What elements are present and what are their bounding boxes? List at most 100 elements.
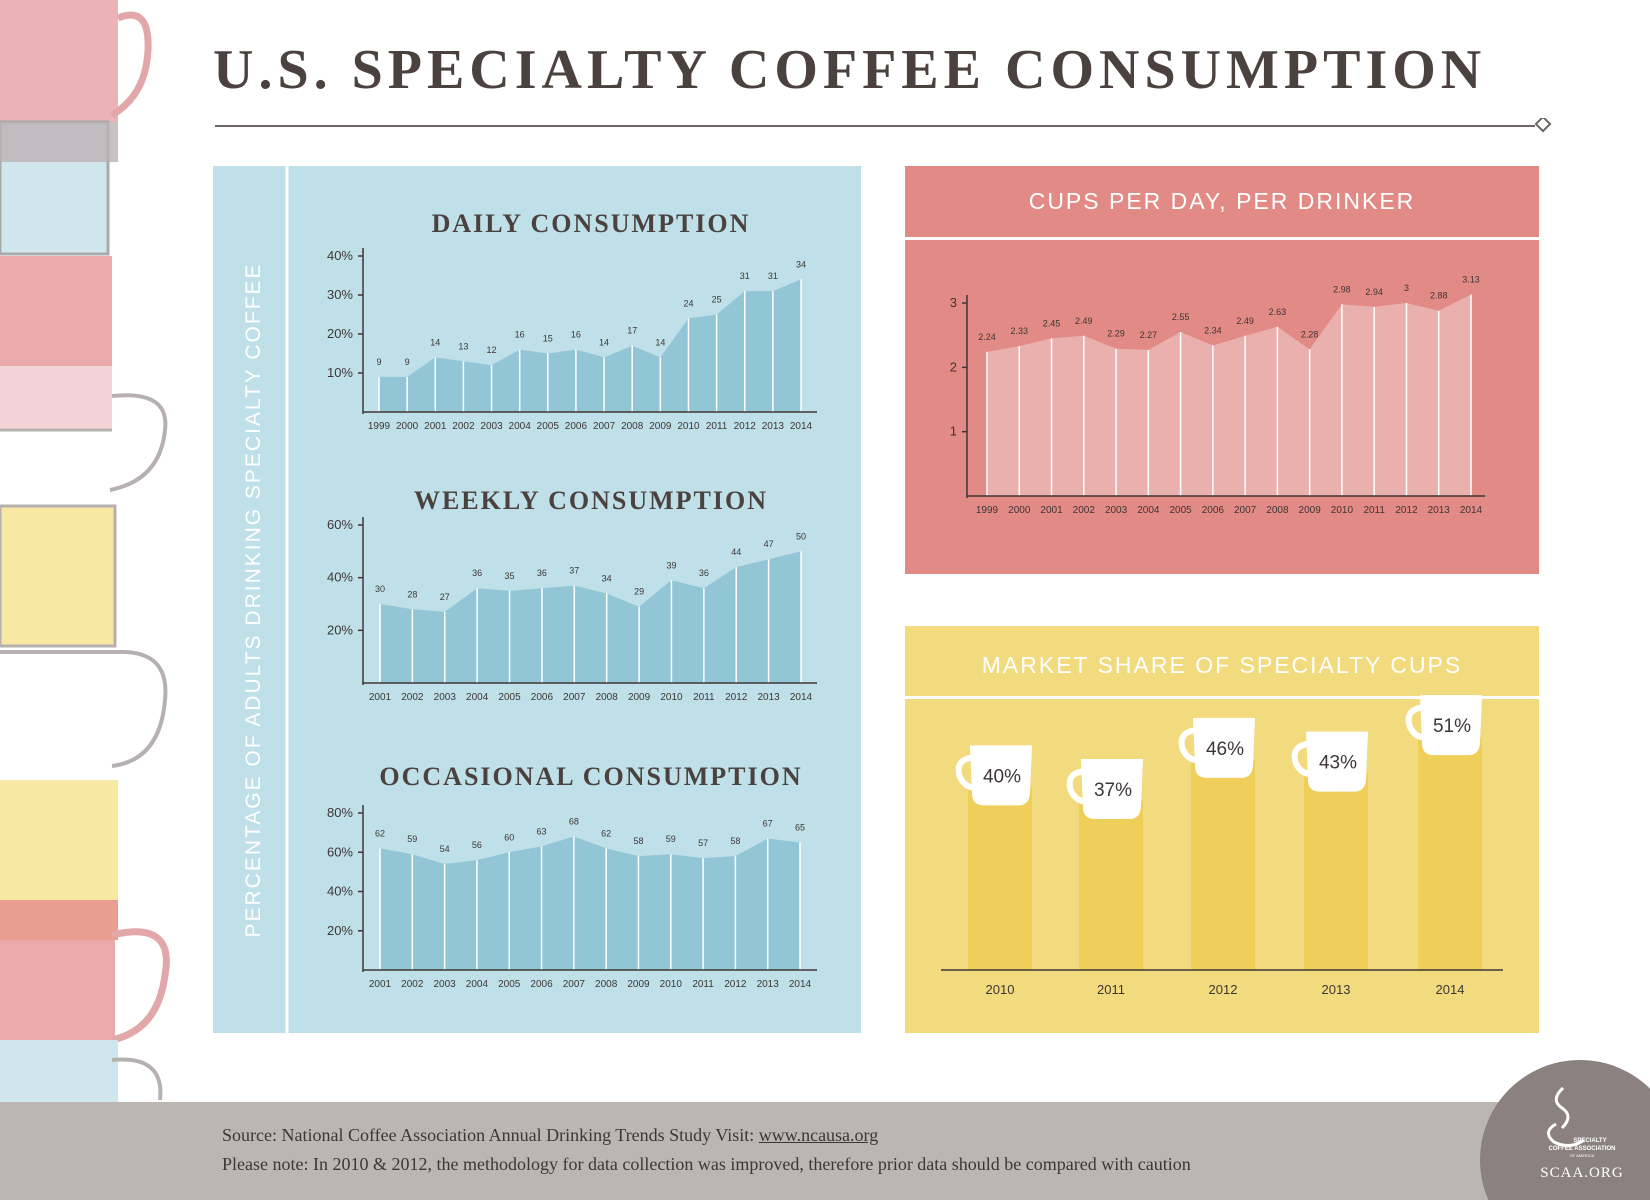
y-tick-label: 3 — [950, 295, 957, 310]
x-tick-label: 2010 — [986, 982, 1015, 997]
x-tick-label: 2004 — [466, 979, 489, 990]
x-tick-label: 2007 — [1234, 505, 1257, 516]
data-label: 57 — [698, 838, 708, 848]
x-tick-label: 2014 — [1436, 982, 1465, 997]
ncausa-link[interactable]: www.ncausa.org — [758, 1125, 879, 1145]
x-tick-label: 2003 — [1105, 505, 1128, 516]
data-label: 3 — [1404, 283, 1409, 293]
x-tick-label: 2011 — [693, 692, 715, 703]
x-tick-label: 2005 — [537, 421, 560, 432]
x-tick-label: 2013 — [762, 421, 785, 432]
chart-title: OCCASIONAL CONSUMPTION — [379, 762, 802, 791]
y-tick-label: 60% — [327, 517, 353, 532]
x-tick-label: 2014 — [789, 979, 812, 990]
data-label: 60 — [504, 832, 514, 842]
footer: Source: National Coffee Association Annu… — [0, 1102, 1650, 1200]
market-share-label: 46% — [1206, 739, 1244, 760]
data-label: 31 — [740, 271, 750, 281]
market-share-bar-group: 37% 2011 — [1066, 759, 1143, 997]
source-line: Source: National Coffee Association Annu… — [222, 1125, 878, 1146]
adults-drinking-panel: PERCENTAGE OF ADULTS DRINKING SPECIALTY … — [213, 166, 861, 1033]
market-share-label: 40% — [983, 766, 1021, 787]
x-tick-label: 2006 — [1202, 505, 1225, 516]
panel-divider — [905, 237, 1539, 240]
cups-per-day-panel: CUPS PER DAY, PER DRINKER 1 2 3 1999 2000 200… — [905, 166, 1539, 574]
y-tick-label: 1 — [950, 424, 957, 439]
data-label: 62 — [601, 828, 611, 838]
y-tick-label: 2 — [950, 359, 957, 374]
data-label: 36 — [537, 568, 547, 578]
occasional-consumption-chart: OCCASIONAL CONSUMPTION 20% 40% 60% 80% 2001 20… — [327, 762, 817, 990]
x-tick-label: 1999 — [368, 421, 391, 432]
data-label: 2.27 — [1140, 330, 1158, 340]
x-tick-label: 2002 — [401, 979, 424, 990]
data-label: 30 — [375, 584, 385, 594]
data-label: 13 — [458, 341, 468, 351]
market-share-label: 51% — [1433, 716, 1471, 737]
market-share-bar-group: 43% 2013 — [1291, 731, 1368, 997]
x-tick-label: 2005 — [1169, 505, 1192, 516]
x-tick-label: 2014 — [790, 692, 813, 703]
data-label: 29 — [634, 587, 644, 597]
scaa-logo[interactable]: SPECIALTY COFFEE ASSOCIATION OF AMERICA … — [1470, 1050, 1650, 1200]
area-fill — [380, 551, 801, 683]
data-label: 14 — [430, 337, 440, 347]
data-label: 35 — [505, 571, 515, 581]
x-tick-label: 2006 — [530, 979, 553, 990]
cup-handle-icon — [1405, 704, 1429, 741]
x-tick-label: 2007 — [593, 421, 616, 432]
coffee-cup-logo-icon — [1547, 1086, 1585, 1147]
data-label: 2.28 — [1301, 329, 1319, 339]
cup-handle-icon — [955, 754, 979, 791]
daily-consumption-chart: DAILY CONSUMPTION 10% 20% 30% 40% 1999 2000 200… — [327, 209, 817, 432]
x-tick-label: 2008 — [621, 421, 644, 432]
y-tick-label: 40% — [327, 570, 353, 585]
x-tick-label: 2013 — [1428, 505, 1451, 516]
x-tick-label: 2006 — [565, 421, 588, 432]
x-tick-label: 2001 — [424, 421, 447, 432]
data-label: 2.49 — [1075, 316, 1093, 326]
market-share-bar-group: 46% 2012 — [1178, 717, 1255, 997]
market-share-bar — [1191, 759, 1255, 970]
market-share-panel: MARKET SHARE OF SPECIALTY CUPS 40% 2010 37… — [905, 626, 1539, 1033]
data-label: 2.49 — [1236, 316, 1254, 326]
title-divider — [215, 118, 1552, 133]
chart-title: DAILY CONSUMPTION — [432, 209, 751, 238]
x-tick-label: 2012 — [724, 979, 747, 990]
cup-handle-icon — [1066, 768, 1090, 805]
y-tick-label: 10% — [327, 365, 353, 380]
data-label: 58 — [633, 836, 643, 846]
x-tick-label: 2012 — [1209, 982, 1238, 997]
market-share-bar-group: 40% 2010 — [955, 745, 1032, 997]
x-tick-label: 2013 — [757, 979, 780, 990]
data-label: 2.55 — [1172, 312, 1190, 322]
x-tick-label: 2002 — [401, 692, 424, 703]
page-title: U.S. SPECIALTY COFFEE CONSUMPTION — [213, 39, 1487, 101]
coffee-cup-icon — [1306, 731, 1368, 792]
x-tick-label: 2005 — [498, 979, 521, 990]
y-tick-label: 20% — [327, 923, 353, 938]
data-label: 14 — [655, 337, 665, 347]
data-label: 62 — [375, 828, 385, 838]
data-label: 59 — [666, 834, 676, 844]
data-label: 2.45 — [1043, 318, 1061, 328]
market-share-bar — [1418, 737, 1482, 970]
data-label: 14 — [599, 337, 609, 347]
x-tick-label: 2004 — [466, 692, 489, 703]
x-tick-label: 2008 — [595, 979, 618, 990]
market-share-label: 43% — [1319, 753, 1357, 774]
methodology-note: Please note: In 2010 & 2012, the methodo… — [222, 1154, 1191, 1174]
y-tick-label: 30% — [327, 287, 353, 302]
x-tick-label: 2009 — [649, 421, 672, 432]
logo-line-2: COFFEE ASSOCIATION — [1548, 1146, 1615, 1152]
data-label: 47 — [764, 539, 774, 549]
panel-divider — [905, 696, 1539, 699]
data-label: 9 — [405, 357, 410, 367]
logo-line-3: OF AMERICA — [1570, 1153, 1595, 1158]
chart-title: WEEKLY CONSUMPTION — [414, 486, 768, 515]
data-label: 28 — [407, 589, 417, 599]
y-tick-label: 60% — [327, 844, 353, 859]
source-text: Source: National Coffee Association Annu… — [222, 1125, 759, 1145]
x-tick-label: 2009 — [1299, 505, 1322, 516]
x-tick-label: 2010 — [660, 979, 683, 990]
